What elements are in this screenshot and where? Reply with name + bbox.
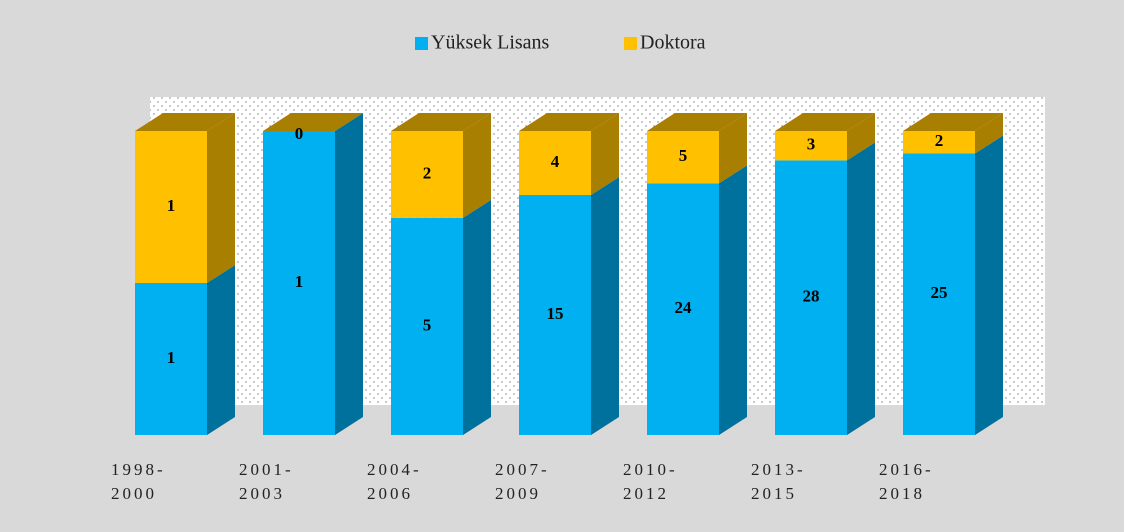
x-tick-label: 2001- 2003 xyxy=(239,460,294,503)
bar-side xyxy=(719,113,747,184)
x-tick-label: 2013- 2015 xyxy=(751,460,806,503)
data-label: 1 xyxy=(167,196,176,215)
data-label: 5 xyxy=(679,146,688,165)
bar-segment xyxy=(775,131,847,161)
x-tick-label: 2016- 2018 xyxy=(879,460,934,503)
legend-swatch xyxy=(415,37,428,50)
x-tick-label: 1998- 2000 xyxy=(111,460,166,503)
data-label: 0 xyxy=(295,124,304,143)
bar-side xyxy=(975,135,1003,435)
bar-top xyxy=(647,113,747,131)
bar-top xyxy=(135,113,235,131)
bar-top xyxy=(263,113,363,131)
data-label: 28 xyxy=(803,287,820,306)
bar-segment xyxy=(391,217,463,435)
bar-top xyxy=(391,113,491,131)
bar-side xyxy=(207,265,235,435)
bar-segment xyxy=(647,183,719,435)
bar-side xyxy=(335,113,363,435)
x-tick-label: 2004- 2006 xyxy=(367,460,422,503)
bar-side xyxy=(463,199,491,435)
bar-segment xyxy=(775,160,847,435)
bar-segment xyxy=(391,131,463,218)
legend-swatch xyxy=(624,37,637,50)
x-tick-label: 2007- 2009 xyxy=(495,460,550,503)
data-label: 5 xyxy=(423,315,432,334)
bar-side xyxy=(591,177,619,435)
data-label: 1 xyxy=(295,272,304,291)
data-label: 15 xyxy=(547,304,564,323)
bar-side xyxy=(847,113,875,161)
bar-side xyxy=(975,113,1003,154)
bar-side xyxy=(207,113,235,283)
bar-segment xyxy=(263,131,335,435)
bar-segment xyxy=(903,131,975,154)
data-label: 1 xyxy=(167,348,176,367)
data-label: 2 xyxy=(423,163,432,182)
data-label: 24 xyxy=(675,298,693,317)
bar-top xyxy=(519,113,619,131)
bar-top xyxy=(775,113,875,131)
bar-segment xyxy=(135,131,207,283)
bar-top xyxy=(903,113,1003,131)
bar-segment xyxy=(135,283,207,435)
bar-side xyxy=(591,113,619,195)
bar-segment xyxy=(647,131,719,184)
bar-side xyxy=(719,165,747,435)
legend-label: Yüksek Lisans xyxy=(431,32,550,54)
legend-label: Doktora xyxy=(640,32,706,54)
bar-segment xyxy=(519,195,591,435)
bar-segment xyxy=(903,153,975,435)
data-label: 2 xyxy=(935,131,944,150)
bar-side xyxy=(847,142,875,435)
data-label: 4 xyxy=(551,152,560,171)
x-tick-label: 2010- 2012 xyxy=(623,460,678,503)
data-label: 25 xyxy=(931,283,948,302)
bar-side xyxy=(463,113,491,218)
bar-segment xyxy=(519,131,591,195)
data-label: 3 xyxy=(807,135,816,154)
